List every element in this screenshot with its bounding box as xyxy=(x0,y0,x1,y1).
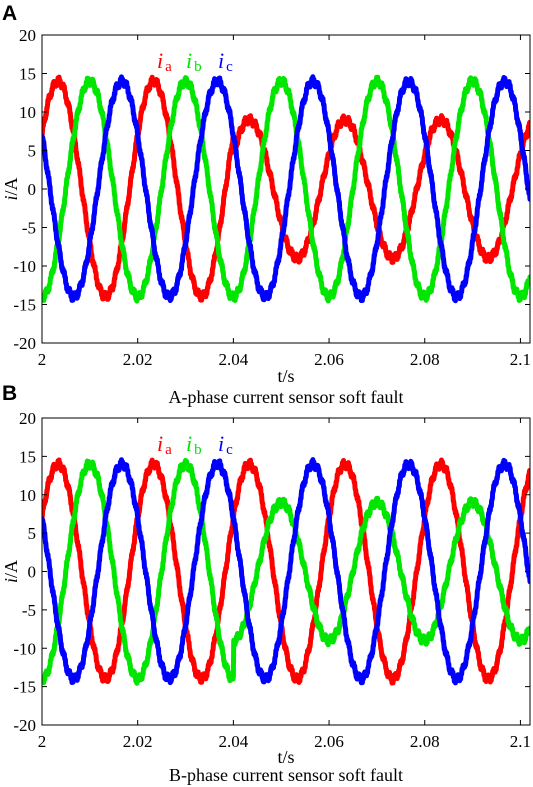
panel-caption: B-phase current sensor soft fault xyxy=(169,765,403,785)
y-axis-label: i/A xyxy=(1,560,21,583)
y-tick-label: -10 xyxy=(13,257,36,276)
series-line-ib xyxy=(42,74,530,304)
chart-panel-A: A20 15 10 5 0 -5 -10 -15 -202 2.02 2.04 2.06 2.08 2.1… xyxy=(1,2,531,407)
series-line-ic xyxy=(42,74,530,304)
series-line-ib xyxy=(42,457,530,686)
y-tick-label: -15 xyxy=(13,678,36,697)
y-tick-label: -10 xyxy=(13,639,36,658)
series-group xyxy=(42,457,530,686)
y-tick-label: 0 xyxy=(28,563,37,582)
y-tick-label: 10 xyxy=(19,103,36,122)
x-tick-label: 2.1 xyxy=(510,732,531,751)
x-tick-label: 2.08 xyxy=(410,732,440,751)
panel-label: B xyxy=(2,382,17,405)
series-group xyxy=(42,74,530,304)
y-tick-label: 5 xyxy=(28,524,37,543)
x-tick-label: 2.06 xyxy=(314,350,344,369)
x-tick-label: 2 xyxy=(38,732,47,751)
series-line-ic xyxy=(42,457,530,686)
series-line-ia xyxy=(42,74,530,303)
y-tick-label: -20 xyxy=(13,334,36,353)
y-tick-label: -20 xyxy=(13,716,36,735)
y-tick-label: -15 xyxy=(13,296,36,315)
y-tick-label: 20 xyxy=(19,409,36,428)
x-tick-label: 2.1 xyxy=(510,350,531,369)
chart-panel-B: B20 15 10 5 0 -5 -10 -15 -202 2.02 2.04 2.06 2.08 2.1… xyxy=(1,382,531,785)
x-tick-label: 2.04 xyxy=(218,732,248,751)
y-tick-label: -5 xyxy=(22,219,36,238)
x-axis-label: t/s xyxy=(277,747,294,767)
y-tick-label: 20 xyxy=(19,26,36,45)
x-tick-label: 2.02 xyxy=(123,732,153,751)
panel-label: A xyxy=(2,2,17,25)
y-tick-label: -5 xyxy=(22,601,36,620)
y-axis-label: i/A xyxy=(1,177,21,200)
y-tick-label: 0 xyxy=(28,180,37,199)
x-tick-label: 2 xyxy=(38,350,47,369)
x-tick-label: 2.02 xyxy=(123,350,153,369)
y-tick-label: 10 xyxy=(19,486,36,505)
x-tick-label: 2.06 xyxy=(314,732,344,751)
panel-caption: A-phase current sensor soft fault xyxy=(169,387,404,407)
series-line-ia xyxy=(42,457,530,686)
x-axis-label: t/s xyxy=(277,366,294,386)
y-tick-label: 5 xyxy=(28,142,37,161)
x-tick-label: 2.08 xyxy=(410,350,440,369)
y-tick-label: 15 xyxy=(19,65,36,84)
y-tick-label: 15 xyxy=(19,447,36,466)
x-tick-label: 2.04 xyxy=(218,350,248,369)
